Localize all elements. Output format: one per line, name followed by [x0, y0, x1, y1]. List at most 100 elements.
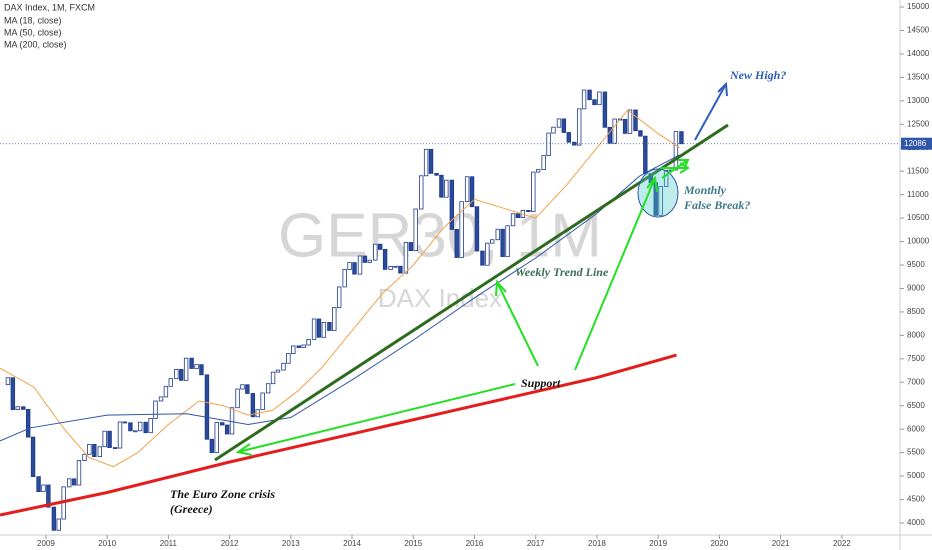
candle-body: [393, 265, 398, 268]
candle-body: [373, 243, 378, 261]
candle-body: [382, 248, 388, 270]
candle-body: [464, 176, 470, 203]
candle-body: [87, 444, 92, 455]
x-tick-label: 2016: [466, 539, 484, 548]
candle-body: [296, 345, 301, 348]
candle-body: [301, 344, 306, 348]
candle-body: [541, 155, 546, 170]
candle-body: [168, 378, 174, 387]
x-tick-label: 2014: [343, 539, 361, 548]
candle-body: [485, 242, 490, 266]
last-price-box: [901, 137, 932, 150]
trend-line: [214, 123, 729, 462]
candle-body: [122, 421, 128, 424]
x-tick-label: 2020: [710, 539, 728, 548]
candle-body: [581, 89, 587, 110]
y-tick-label: 8500: [907, 307, 925, 316]
candle-body: [347, 262, 352, 270]
candle-body: [342, 269, 347, 288]
ma-line: [0, 154, 680, 442]
candle-body: [638, 130, 643, 137]
candle-body: [378, 243, 383, 250]
y-tick-label: 8000: [907, 330, 925, 339]
legend-entry: MA (18, close): [4, 15, 62, 25]
candle-body: [194, 364, 199, 369]
new-high-arrow: [694, 81, 728, 141]
candle-body: [505, 225, 510, 257]
y-tick-label: 11500: [907, 166, 929, 175]
candle-body: [183, 357, 189, 381]
y-tick-label: 11000: [907, 190, 929, 199]
annotation: False Break?: [683, 198, 750, 212]
highlight-ellipse: [637, 168, 679, 218]
candle-body: [209, 438, 215, 453]
annotation: The Euro Zone crisis: [170, 487, 275, 501]
candle-body: [459, 201, 464, 258]
candle-body: [163, 385, 169, 398]
plot: [0, 89, 900, 531]
candle-body: [133, 430, 138, 433]
candle-body: [673, 131, 679, 171]
candle-body: [633, 109, 638, 132]
candle-body: [204, 374, 210, 440]
y-tick-label: 4000: [907, 518, 925, 527]
x-tick-label: 2013: [282, 539, 300, 548]
candle-body: [138, 421, 143, 432]
candle-body: [107, 430, 112, 448]
candle-body: [469, 176, 475, 208]
candle-body: [546, 132, 551, 156]
candle-body: [286, 353, 291, 364]
x-tick-label: 2012: [221, 539, 239, 548]
candle-body: [158, 396, 164, 402]
candle-body: [153, 400, 158, 419]
candle-body: [235, 388, 240, 409]
candle-body: [214, 422, 219, 453]
candle-body: [30, 436, 36, 478]
candle-body: [367, 259, 372, 263]
candle-body: [265, 383, 271, 394]
candle-body: [306, 339, 311, 346]
y-tick-label: 12500: [907, 119, 930, 128]
candle-body: [336, 286, 342, 308]
candle-body: [592, 99, 597, 106]
last-price-label: 12086: [904, 139, 927, 148]
x-tick-label: 2022: [833, 539, 851, 548]
y-tick-label: 10000: [907, 237, 930, 246]
candle-body: [439, 174, 444, 198]
annotations: New High? Monthly False Break? Weekly Tr…: [170, 68, 786, 516]
candle-body: [423, 148, 429, 177]
ma-line: [0, 353, 677, 517]
candle-body: [275, 369, 281, 373]
candle-body: [92, 444, 97, 458]
candle-body: [403, 242, 409, 274]
candle-body: [311, 318, 317, 340]
candle-body: [444, 179, 449, 198]
candle-body: [143, 421, 148, 434]
y-tick-label: 14500: [907, 26, 930, 35]
candle-body: [607, 126, 612, 144]
candle-body: [622, 118, 628, 134]
annotation: New High?: [729, 68, 786, 82]
candle-body: [199, 364, 204, 376]
legend-entry: MA (200, close): [4, 39, 67, 49]
y-tick-label: 14000: [907, 49, 930, 58]
y-tick-label: 5500: [907, 448, 925, 457]
chart-title: DAX Index, 1M, FXCM: [4, 2, 95, 12]
candle-body: [112, 447, 118, 449]
candle-body: [556, 118, 562, 128]
candle-body: [102, 430, 107, 448]
candle-body: [413, 208, 418, 252]
annotation: Weekly Trend Line: [515, 265, 609, 279]
candle-body: [531, 171, 536, 212]
candle-body: [56, 518, 61, 531]
candle-body: [46, 484, 51, 508]
candle-body: [612, 118, 617, 144]
y-tick-label: 6000: [907, 424, 925, 433]
candle-body: [480, 250, 485, 266]
candle-body: [316, 318, 322, 338]
watermark-subtitle: DAX Index: [378, 283, 502, 313]
annotation: Support: [521, 376, 561, 390]
candle-body: [474, 206, 480, 252]
watermark: GER30, 1M: [278, 201, 602, 270]
